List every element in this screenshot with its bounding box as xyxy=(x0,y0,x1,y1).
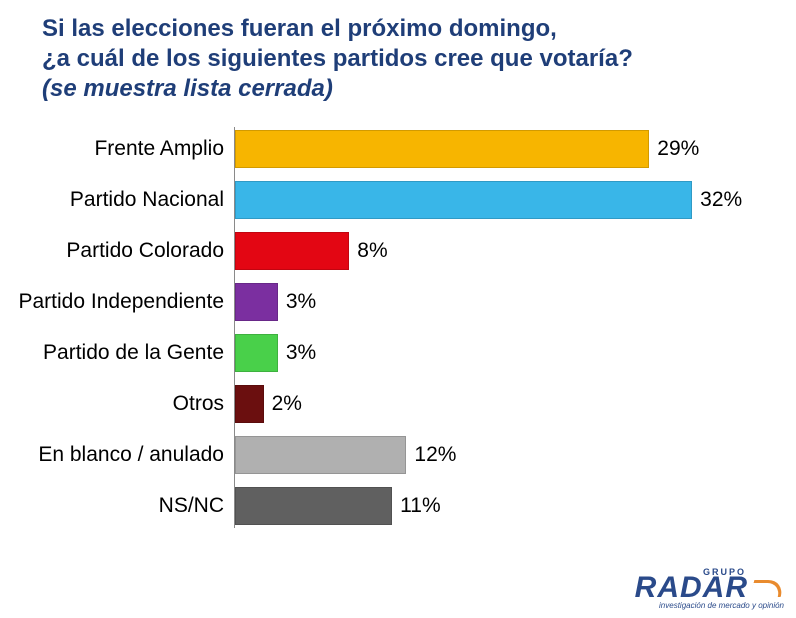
value-label: 12% xyxy=(406,436,456,474)
logo-grupo-radar: GRUPO RADAR investigación de mercado y o… xyxy=(635,567,784,610)
bar xyxy=(235,232,349,270)
logo-main: RADAR xyxy=(635,573,784,603)
value-label: 3% xyxy=(278,334,316,372)
category-label: Frente Amplio xyxy=(0,130,224,168)
logo-main-text: RADAR xyxy=(635,573,748,603)
title-subtitle: (se muestra lista cerrada) xyxy=(42,74,762,104)
value-label: 29% xyxy=(649,130,699,168)
bar xyxy=(235,436,406,474)
title-line-1: Si las elecciones fueran el próximo domi… xyxy=(42,14,762,44)
bar xyxy=(235,283,278,321)
bar-row: Frente Amplio 29% xyxy=(0,130,796,181)
value-label: 32% xyxy=(692,181,742,219)
logo-swoosh-icon xyxy=(750,576,784,600)
bar xyxy=(235,385,264,423)
category-label: Partido Nacional xyxy=(0,181,224,219)
category-label: Partido Independiente xyxy=(0,283,224,321)
value-label: 11% xyxy=(392,487,440,525)
category-label: NS/NC xyxy=(0,487,224,525)
value-label: 2% xyxy=(264,385,302,423)
bar-row: Partido Colorado 8% xyxy=(0,232,796,283)
bar-row: Partido Nacional 32% xyxy=(0,181,796,232)
bar-row: Partido Independiente 3% xyxy=(0,283,796,334)
category-label: En blanco / anulado xyxy=(0,436,224,474)
bar-chart: Frente Amplio29%Partido Nacional32%Parti… xyxy=(0,130,796,538)
value-label: 3% xyxy=(278,283,316,321)
category-label: Otros xyxy=(0,385,224,423)
bar xyxy=(235,334,278,372)
bar-row: En blanco / anulado 12% xyxy=(0,436,796,487)
bar xyxy=(235,181,692,219)
bar-row: NS/NC 11% xyxy=(0,487,796,538)
bar-row: Partido de la Gente 3% xyxy=(0,334,796,385)
category-label: Partido de la Gente xyxy=(0,334,224,372)
bar xyxy=(235,487,392,525)
title-line-2: ¿a cuál de los siguientes partidos cree … xyxy=(42,44,762,74)
chart-title-block: Si las elecciones fueran el próximo domi… xyxy=(42,14,762,104)
bar xyxy=(235,130,649,168)
category-label: Partido Colorado xyxy=(0,232,224,270)
value-label: 8% xyxy=(349,232,387,270)
bar-row: Otros 2% xyxy=(0,385,796,436)
